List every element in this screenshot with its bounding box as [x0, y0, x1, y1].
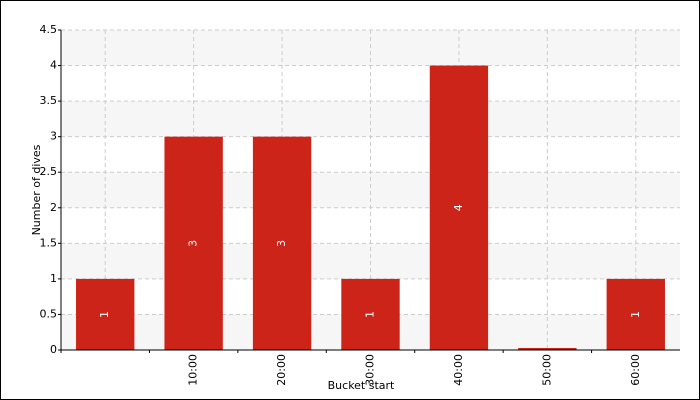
- y-tick-label: 2.5: [40, 165, 58, 178]
- x-axis-label: Bucket start: [328, 379, 395, 392]
- y-tick-label: 0: [50, 343, 57, 356]
- x-tick-label: 20:00: [275, 354, 288, 386]
- bar-value-label: 3: [275, 240, 288, 247]
- x-tick-label: 40:00: [452, 354, 465, 386]
- bar-value-label: 3: [187, 240, 200, 247]
- bar: [518, 348, 577, 350]
- bar: [252, 136, 312, 350]
- y-tick-label: 3.5: [40, 94, 58, 107]
- bar: [606, 278, 665, 350]
- x-tick-label: 10:00: [187, 354, 200, 386]
- bar: [429, 65, 489, 351]
- bar-value-label: 1: [629, 311, 642, 318]
- y-axis-label: Number of dives: [30, 144, 43, 235]
- x-tick-label: 60:00: [629, 354, 642, 386]
- y-tick-label: 2: [50, 201, 57, 214]
- y-tick-label: 4: [50, 59, 57, 72]
- x-tick-label: 30:00: [364, 354, 377, 386]
- y-tick-label: 4.5: [40, 23, 58, 36]
- y-tick-label: 0.5: [40, 307, 58, 320]
- x-tick-label: 50:00: [540, 354, 553, 386]
- bar-value-label: 1: [364, 311, 377, 318]
- y-tick-label: 3: [50, 130, 57, 143]
- bar: [341, 278, 400, 350]
- y-tick-label: 1.5: [40, 236, 58, 249]
- y-tick-label: 1: [50, 272, 57, 285]
- bar: [76, 278, 135, 350]
- bar-value-label: 4: [452, 204, 465, 211]
- bar: [164, 136, 223, 350]
- bar-value-label: 1: [98, 311, 111, 318]
